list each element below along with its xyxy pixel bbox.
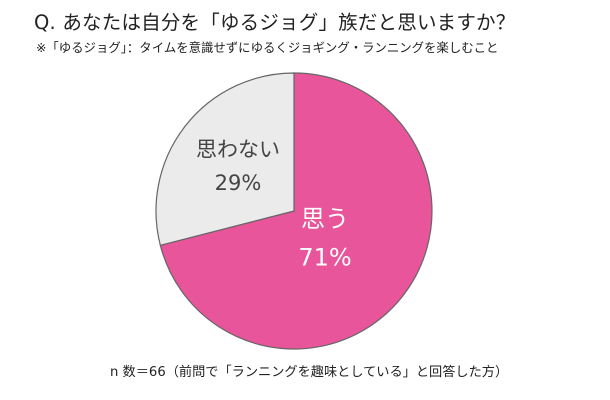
pie-slice-agree bbox=[159, 72, 433, 350]
slice-value-label-agree: 71% bbox=[298, 243, 351, 271]
pie-labels: 思う 71% 思わない 29% bbox=[196, 137, 352, 271]
question-title: Q. あなたは自分を「ゆるジョグ」族だと思いますか？ bbox=[34, 11, 516, 34]
sample-size-note: n 数＝66（前問で「ランニングを趣味としている」と回答した方） bbox=[110, 365, 509, 380]
pie-slice-disagree bbox=[155, 72, 295, 247]
slice-category-label-agree: 思う bbox=[301, 205, 349, 233]
pie-slices bbox=[155, 72, 433, 350]
slice-value-label-disagree: 29% bbox=[215, 171, 262, 195]
slice-category-label-disagree: 思わない bbox=[196, 137, 280, 161]
definition-note: ※「ゆるジョグ」：タイムを意識せずにゆるくジョギング・ランニングを楽しむこと bbox=[36, 40, 499, 55]
